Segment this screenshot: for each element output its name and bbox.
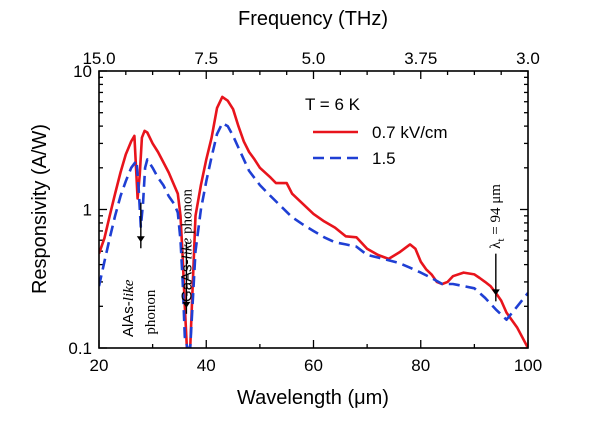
y-axis-title: Responsivity (A/W): [29, 124, 51, 294]
annotation-lambda-sub: t: [495, 238, 507, 241]
legend-label-1-5: 1.5: [372, 149, 396, 168]
x-tick-label-100: 100: [514, 356, 542, 375]
top-tick-label-5-0: 5.0: [302, 49, 326, 68]
annotation-lambda-label: λt = 94 μm: [488, 184, 507, 249]
x-tick-label-80: 80: [411, 356, 430, 375]
y-tick-label-1: 1: [83, 201, 92, 220]
annotation-alas-italic: like: [121, 279, 137, 301]
y-tick-label-10: 10: [73, 62, 92, 81]
x-tick-label-40: 40: [197, 356, 216, 375]
x-axis-title: Wavelength (μm): [237, 387, 389, 409]
y-tick-label-0-1: 0.1: [68, 339, 92, 358]
top-tick-label-3-0: 3.0: [516, 49, 540, 68]
x-tick-label-60: 60: [304, 356, 323, 375]
annotation-gaas-italic: like: [179, 237, 195, 259]
series-line-1-5: [99, 121, 528, 348]
tick-label-layer: 20 40 60 80 100 15.0 7.5 5.0 3.75 3.0 0.1 1 10: [68, 49, 542, 375]
top-tick-label-3-75: 3.75: [404, 49, 437, 68]
annotation-gaas-label: GaAs-like phonon: [178, 189, 195, 302]
top-tick-label-15-0: 15.0: [82, 49, 115, 68]
annotation-arrowhead-gaas: [182, 301, 191, 308]
annotation-alas-second: phonon: [143, 289, 159, 335]
annotation-gaas-second: phonon: [179, 189, 195, 238]
legend-header: T = 6 K: [305, 95, 361, 114]
top-axis-title: Frequency (THz): [238, 8, 388, 30]
annotation-alas-main: AlAs-: [120, 301, 137, 337]
x-tick-label-20: 20: [90, 356, 109, 375]
annotation-arrowhead-lambda: [491, 289, 500, 296]
plot-frame: [98, 70, 529, 349]
annotation-alas-label: AlAs-like: [120, 279, 137, 337]
annotation-lambda-main: λ: [488, 241, 504, 249]
series-layer: [99, 95, 528, 348]
series-line-0-7-kv-cm: [99, 95, 528, 348]
annotation-lambda-second: = 94 μm: [488, 184, 504, 239]
legend: T = 6 K 0.7 kV/cm 1.5: [305, 95, 448, 168]
top-tick-label-7-5: 7.5: [194, 49, 218, 68]
legend-label-0-7-kv-cm: 0.7 kV/cm: [372, 123, 448, 142]
annotation-arrowhead-alas: [136, 236, 145, 243]
annotation-gaas-main: GaAs-: [178, 259, 195, 302]
